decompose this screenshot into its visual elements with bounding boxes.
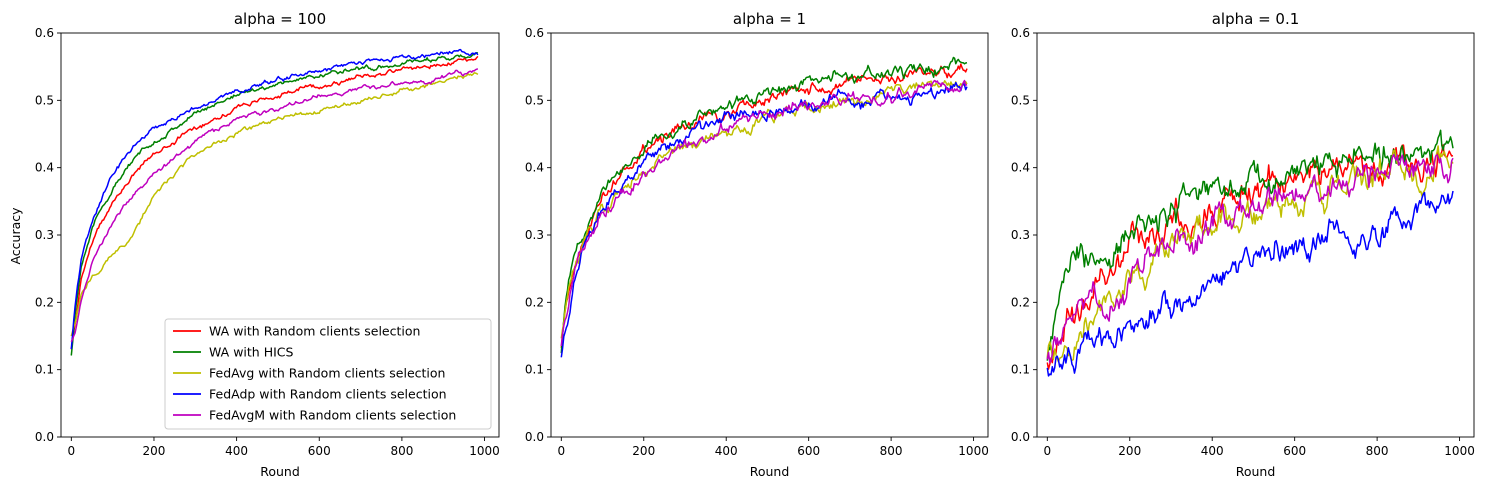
- x-axis-label: Round: [260, 464, 300, 479]
- legend-label: FedAvg with Random clients selection: [209, 366, 445, 381]
- y-tick-label: 0.3: [1011, 228, 1030, 242]
- y-tick-label: 0.0: [1011, 430, 1030, 444]
- legend-label: FedAdp with Random clients selection: [209, 387, 447, 402]
- x-tick-label: 400: [715, 444, 738, 458]
- plot-frame: [1036, 32, 1475, 438]
- y-tick-label: 0.6: [35, 26, 54, 40]
- y-tick-label: 0.1: [35, 363, 54, 377]
- y-tick-label: 0.3: [525, 228, 544, 242]
- series-line: [70, 48, 479, 350]
- x-tick-label: 800: [1366, 444, 1389, 458]
- panel-alpha-0-1: alpha = 0.1 Round 0 200 400 600 800 1000 0.0 0.…: [1011, 10, 1475, 479]
- y-tick-label: 0.2: [35, 295, 54, 309]
- legend-label: WA with HICS: [209, 345, 294, 360]
- x-tick-label: 1000: [469, 444, 500, 458]
- legend-item: WA with HICS: [173, 345, 294, 360]
- y-tick-label: 0.6: [525, 26, 544, 40]
- series-line: [70, 68, 479, 343]
- legend-item: FedAvg with Random clients selection: [173, 366, 445, 381]
- series-line: [560, 63, 968, 348]
- y-tick-label: 0.0: [35, 430, 54, 444]
- legend-item: WA with Random clients selection: [173, 324, 420, 339]
- y-tick-label: 0.4: [35, 161, 54, 175]
- y-tick-label: 0.5: [1011, 93, 1030, 107]
- y-tick-label: 0.3: [35, 228, 54, 242]
- x-tick-label: 200: [143, 444, 166, 458]
- series-line: [560, 56, 968, 354]
- x-tick-label: 200: [1118, 444, 1141, 458]
- legend-item: FedAvgM with Random clients selection: [173, 408, 456, 423]
- series-line: [1046, 129, 1454, 361]
- y-tick-label: 0.2: [1011, 295, 1030, 309]
- x-tick-label: 600: [797, 444, 820, 458]
- legend: WA with Random clients selection WA with …: [164, 318, 492, 430]
- legend-label: WA with Random clients selection: [209, 324, 420, 339]
- series-line: [560, 80, 968, 339]
- x-tick-label: 200: [632, 444, 655, 458]
- x-tick-label: 1000: [958, 444, 989, 458]
- series-line: [1046, 153, 1454, 364]
- panel-title: alpha = 0.1: [1212, 10, 1300, 28]
- x-tick-label: 600: [1283, 444, 1306, 458]
- x-tick-label: 800: [880, 444, 903, 458]
- panel-title: alpha = 1: [733, 10, 806, 28]
- x-axis-label: Round: [1236, 464, 1276, 479]
- x-tick-label: 0: [557, 444, 565, 458]
- panel-title: alpha = 100: [234, 10, 326, 28]
- y-tick-label: 0.6: [1011, 26, 1030, 40]
- y-tick-label: 0.5: [35, 93, 54, 107]
- y-tick-label: 0.2: [525, 295, 544, 309]
- y-tick-label: 0.0: [525, 430, 544, 444]
- series-line: [560, 79, 968, 346]
- x-tick-label: 1000: [1444, 444, 1475, 458]
- panel-alpha-1: alpha = 1 Round 0 200 400 600 800 1000 0.0 0.1 0…: [525, 10, 989, 479]
- y-axis-label: Accuracy: [8, 207, 23, 265]
- y-tick-label: 0.1: [525, 363, 544, 377]
- y-tick-label: 0.4: [1011, 161, 1030, 175]
- panel-alpha-100: alpha = 100 Round Accuracy 0 200 400 600 800…: [8, 10, 500, 479]
- x-tick-label: 0: [1043, 444, 1051, 458]
- legend-box: [164, 318, 492, 430]
- y-tick-label: 0.4: [525, 161, 544, 175]
- series-line: [1046, 190, 1454, 377]
- x-tick-label: 0: [68, 444, 76, 458]
- x-tick-label: 600: [308, 444, 331, 458]
- legend-item: FedAdp with Random clients selection: [173, 387, 447, 402]
- series-line: [1046, 145, 1454, 363]
- series-line: [560, 81, 968, 358]
- x-tick-label: 400: [225, 444, 248, 458]
- x-axis-label: Round: [750, 464, 790, 479]
- series-line: [70, 51, 479, 356]
- y-tick-label: 0.5: [525, 93, 544, 107]
- legend-label: FedAvgM with Random clients selection: [209, 408, 456, 423]
- series-line: [70, 55, 479, 350]
- x-tick-label: 400: [1201, 444, 1224, 458]
- series-line: [70, 72, 479, 337]
- x-tick-label: 800: [390, 444, 413, 458]
- y-tick-label: 0.1: [1011, 363, 1030, 377]
